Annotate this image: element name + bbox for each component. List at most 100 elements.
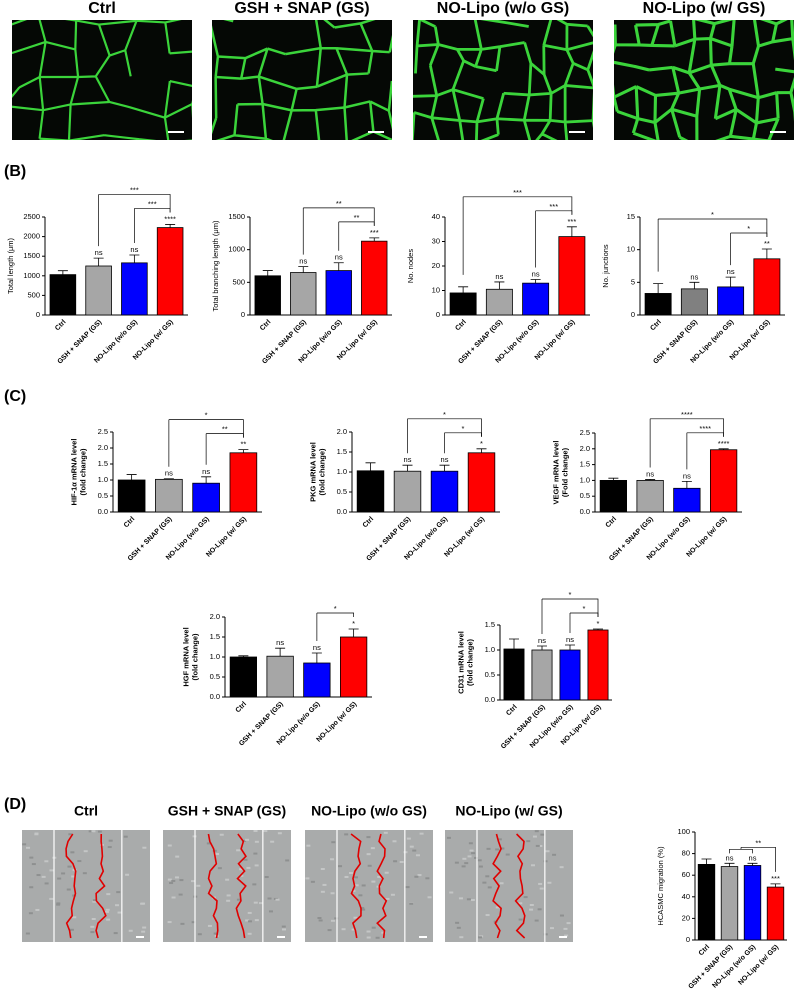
cell-texture <box>306 844 311 847</box>
significance-label: ns <box>95 248 103 257</box>
cell-texture <box>68 833 73 836</box>
cell-texture <box>285 859 290 862</box>
cell-texture <box>538 882 543 885</box>
cell-texture <box>263 830 268 833</box>
comparison-bracket <box>649 418 724 468</box>
significance-label: * <box>352 619 355 628</box>
y-tick-label: 2000 <box>23 232 40 241</box>
error-bar <box>126 474 137 480</box>
cell-texture <box>175 855 180 858</box>
vessel-network <box>12 20 192 140</box>
cell-texture <box>41 875 46 878</box>
cell-texture <box>128 929 133 932</box>
cell-texture <box>115 904 120 907</box>
significance-label: ns <box>538 636 546 645</box>
y-tick-label: 20 <box>432 261 440 270</box>
bar <box>49 274 77 316</box>
comparison-bracket <box>338 221 375 251</box>
cell-texture <box>446 836 451 839</box>
migration-front <box>95 833 107 939</box>
migration-front <box>492 833 502 939</box>
bar <box>599 479 628 513</box>
cell-texture <box>226 899 231 902</box>
chart: 0 20 40 60 80 100 HCASMC migration (%) Ctrl ns GS… <box>656 827 787 991</box>
cell-texture <box>390 893 395 896</box>
cell-texture <box>414 875 419 878</box>
cell-texture <box>518 918 523 921</box>
cell-texture <box>310 880 315 883</box>
cell-texture <box>371 926 376 929</box>
cell-texture <box>535 844 540 847</box>
cell-texture <box>141 930 146 933</box>
significance-label: ns <box>726 853 734 862</box>
cell-texture <box>456 926 461 929</box>
error-bar <box>238 449 249 453</box>
cell-texture <box>499 882 504 885</box>
bar <box>522 282 550 316</box>
cell-texture <box>56 902 61 905</box>
cell-texture <box>458 897 463 900</box>
cell-texture <box>403 851 408 854</box>
cell-texture <box>534 830 539 833</box>
cell-texture <box>191 880 196 883</box>
y-tick-label: 1.5 <box>337 447 347 456</box>
cell-texture <box>470 899 475 902</box>
cell-texture <box>243 858 248 861</box>
bar <box>254 275 281 316</box>
cell-texture <box>167 844 172 847</box>
cell-texture <box>366 930 371 933</box>
cell-texture <box>330 919 335 922</box>
cell-texture <box>409 902 414 905</box>
cell-texture <box>281 925 286 928</box>
cell-texture <box>564 934 569 937</box>
chart: 0.0 0.5 1.0 1.5 2.0 HGF mRNA level (fold chang… <box>181 604 372 748</box>
cell-texture <box>351 928 356 931</box>
cell-texture <box>537 908 542 911</box>
significance-label: ns <box>276 638 284 647</box>
cell-texture <box>247 920 252 923</box>
significance-label: *** <box>370 228 379 237</box>
cell-texture <box>341 928 346 931</box>
comparison-bracket <box>462 196 573 275</box>
bar <box>720 866 739 941</box>
bar <box>325 270 352 316</box>
cell-texture <box>377 875 382 878</box>
comparison-bracket <box>407 418 482 454</box>
chart: 0.0 0.5 1.0 1.5 2.0 2.5 VEGF mRNA level (Fold c… <box>551 410 742 563</box>
cell-texture <box>477 859 482 862</box>
cell-texture <box>254 864 259 867</box>
cell-texture <box>191 921 196 924</box>
y-tick-label: 1.0 <box>210 652 220 661</box>
y-axis-label: (fold change) <box>465 638 474 686</box>
cell-texture <box>123 835 128 838</box>
scratch-image <box>445 830 573 942</box>
y-tick-label: 1000 <box>228 245 245 254</box>
error-bar <box>93 257 104 266</box>
micrograph <box>212 20 392 140</box>
cell-texture <box>206 842 211 845</box>
x-tick-label: NO-Lipo (w/ GS) <box>205 516 248 559</box>
cell-texture <box>474 856 479 859</box>
y-tick-label: 2.0 <box>98 443 108 452</box>
bar <box>709 449 738 513</box>
comparison-bracket <box>98 194 171 247</box>
cell-texture <box>57 877 62 880</box>
error-bar <box>369 237 380 242</box>
bracket-label: **** <box>681 410 693 419</box>
cell-texture <box>543 933 548 936</box>
significance-label: ns <box>130 245 138 254</box>
cell-texture <box>467 855 472 858</box>
cell-texture <box>320 890 325 893</box>
scratch-title: NO-Lipo (w/ GS) <box>455 803 562 819</box>
bracket-label: * <box>334 604 337 613</box>
error-bar <box>689 281 700 289</box>
comparison-bracket <box>134 208 171 244</box>
significance-label: **** <box>718 439 730 448</box>
significance-label: ns <box>646 469 654 478</box>
error-bar <box>262 270 273 276</box>
cell-texture <box>330 858 335 861</box>
cell-texture <box>529 904 534 907</box>
cell-texture <box>529 908 534 911</box>
cell-texture <box>26 846 31 849</box>
